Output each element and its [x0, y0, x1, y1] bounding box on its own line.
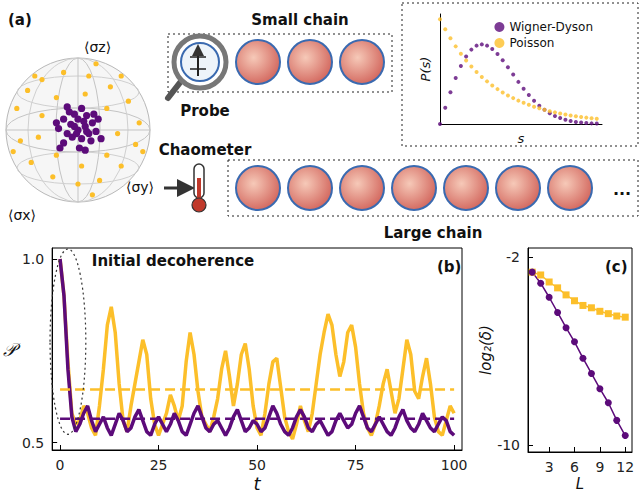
- svg-text:12: 12: [616, 459, 634, 475]
- svg-text:75: 75: [347, 457, 365, 473]
- svg-text:3: 3: [545, 459, 554, 475]
- svg-text:0.5: 0.5: [22, 435, 44, 451]
- svg-text:⟨σz⟩: ⟨σz⟩: [84, 39, 111, 55]
- svg-text:6: 6: [570, 459, 579, 475]
- svg-text:𝒫: 𝒫: [3, 339, 21, 360]
- svg-text:(a): (a): [8, 11, 32, 29]
- svg-text:...: ...: [613, 180, 631, 199]
- svg-text:⟨σx⟩: ⟨σx⟩: [8, 207, 36, 223]
- svg-text:Large chain: Large chain: [384, 224, 483, 242]
- svg-text:9: 9: [595, 459, 604, 475]
- svg-text:50: 50: [248, 457, 266, 473]
- svg-text:(b): (b): [437, 258, 461, 276]
- svg-text:⟨σy⟩: ⟨σy⟩: [126, 179, 154, 195]
- svg-text:(c): (c): [605, 258, 628, 276]
- svg-text:Initial decoherence: Initial decoherence: [92, 252, 254, 270]
- svg-text:-2: -2: [506, 249, 520, 265]
- svg-text:0: 0: [56, 457, 65, 473]
- svg-text:100: 100: [441, 457, 468, 473]
- svg-text:25: 25: [150, 457, 168, 473]
- svg-text:1.0: 1.0: [22, 251, 44, 267]
- svg-text:s: s: [518, 131, 525, 146]
- svg-text:Probe: Probe: [180, 102, 230, 120]
- svg-text:L: L: [576, 475, 584, 493]
- svg-text:log₂(δ): log₂(δ): [477, 325, 495, 375]
- svg-text:Small chain: Small chain: [251, 11, 349, 29]
- svg-text:-10: -10: [497, 437, 520, 453]
- svg-text:Poisson: Poisson: [509, 36, 554, 50]
- svg-text:t: t: [254, 473, 262, 493]
- svg-text:Chaometer: Chaometer: [159, 141, 252, 159]
- svg-text:Wigner-Dyson: Wigner-Dyson: [509, 20, 593, 34]
- svg-text:P(s): P(s): [418, 57, 433, 82]
